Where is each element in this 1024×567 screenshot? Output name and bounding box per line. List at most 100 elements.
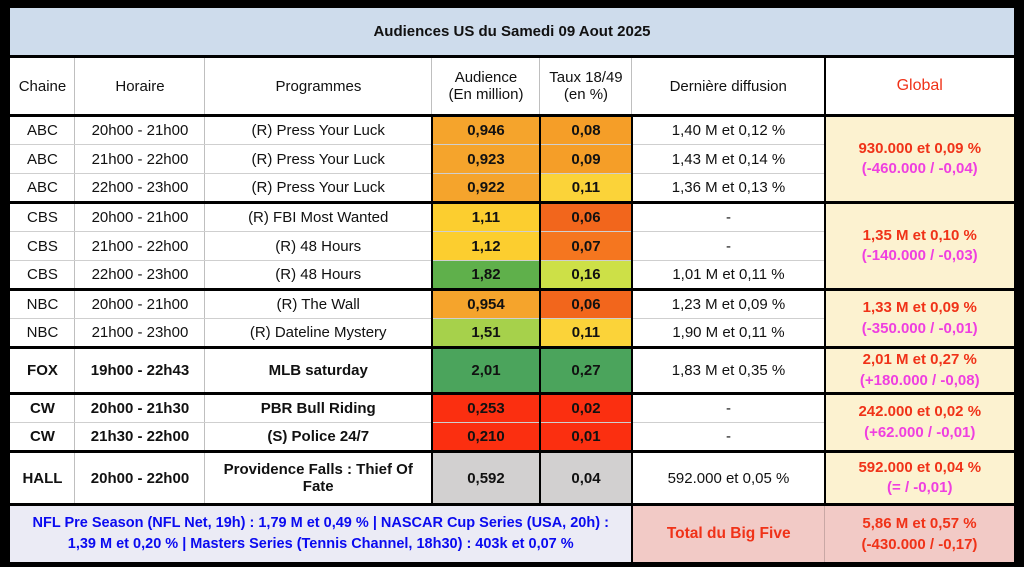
global-delta: (-140.000 / -0,03) xyxy=(861,247,978,264)
rating-cell: 0,08 xyxy=(539,115,633,145)
channel-cell: CBS xyxy=(7,202,76,232)
table-row: CW 21h30 - 22h00 (S) Police 24/7 0,210 0… xyxy=(7,422,1016,453)
rating-cell: 0,09 xyxy=(539,144,633,174)
audience-table: Audiences US du Samedi 09 Aout 2025 Chai… xyxy=(5,3,1019,567)
channel-cell: FOX xyxy=(7,347,76,395)
program-cell: (R) FBI Most Wanted xyxy=(204,202,433,232)
program-cell: (S) Police 24/7 xyxy=(204,422,433,453)
header-row: Chaine Horaire Programmes Audience (En m… xyxy=(7,56,1017,117)
channel-cell: CBS xyxy=(7,260,76,291)
time-cell: 21h00 - 23h00 xyxy=(74,318,206,349)
global-cell-nbc: 1,33 M et 0,09 % (-350.000 / -0,01) xyxy=(823,289,1017,349)
global-value: 242.000 et 0,02 % xyxy=(858,403,982,421)
rating-cell: 0,07 xyxy=(539,231,633,261)
time-cell: 21h00 - 22h00 xyxy=(74,144,206,174)
time-cell: 20h00 - 21h00 xyxy=(74,115,206,145)
global-delta: (+180.000 / -0,08) xyxy=(859,371,980,389)
global-value: 592.000 et 0,04 % xyxy=(858,458,982,476)
last-broadcast-cell: - xyxy=(631,422,826,453)
rating-cell: 0,11 xyxy=(539,173,633,204)
total-big-five-value: 5,86 M et 0,57 % (-430.000 / -0,17) xyxy=(824,503,1017,565)
global-cell-cbs: 1,35 M et 0,10 % (-140.000 / -0,03) xyxy=(823,202,1017,291)
rating-cell: 0,04 xyxy=(539,451,633,506)
global-value: 2,01 M et 0,27 % xyxy=(862,351,977,369)
channel-cell: NBC xyxy=(7,318,76,349)
audience-cell: 1,51 xyxy=(430,318,541,349)
rating-cell: 0,27 xyxy=(539,347,633,395)
table-row: CBS 22h00 - 23h00 (R) 48 Hours 1,82 0,16… xyxy=(7,260,1016,291)
col-header-programs: Programmes xyxy=(204,56,433,117)
time-cell: 20h00 - 22h00 xyxy=(74,451,206,506)
program-cell: (R) Press Your Luck xyxy=(204,173,433,204)
page-title: Audiences US du Samedi 09 Aout 2025 xyxy=(7,5,1017,58)
rating-cell: 0,11 xyxy=(539,318,633,349)
last-broadcast-cell: 1,83 M et 0,35 % xyxy=(631,347,826,395)
col-header-last-broadcast: Dernière diffusion xyxy=(631,56,826,117)
rating-cell: 0,06 xyxy=(539,289,633,319)
col-header-audience-line1: Audience xyxy=(454,69,518,86)
col-header-rating-line1: Taux 18/49 xyxy=(549,69,623,86)
table-row: ABC 21h00 - 22h00 (R) Press Your Luck 0,… xyxy=(7,144,1016,174)
col-header-audience: Audience (En million) xyxy=(431,56,541,117)
channel-cell: CW xyxy=(7,393,76,423)
table-row: CBS 21h00 - 22h00 (R) 48 Hours 1,12 0,07… xyxy=(7,231,1016,261)
global-delta: (+62.000 / -0,01) xyxy=(864,423,976,441)
col-header-rating: Taux 18/49 (en %) xyxy=(539,56,633,117)
table-row: NBC 21h00 - 23h00 (R) Dateline Mystery 1… xyxy=(7,318,1016,349)
program-cell: (R) Dateline Mystery xyxy=(204,318,433,349)
footer-row: NFL Pre Season (NFL Net, 19h) : 1,79 M e… xyxy=(7,503,1017,565)
time-cell: 22h00 - 23h00 xyxy=(74,173,206,204)
global-delta: (= / -0,01) xyxy=(887,479,953,496)
table-row: FOX 19h00 - 22h43 MLB saturday 2,01 0,27… xyxy=(7,347,1017,395)
audience-cell: 0,946 xyxy=(430,115,541,145)
channel-cell: CW xyxy=(7,422,76,453)
program-cell: (R) 48 Hours xyxy=(204,260,433,291)
audience-cell: 0,253 xyxy=(430,393,541,423)
time-cell: 20h00 - 21h00 xyxy=(74,202,206,232)
total-big-five-label: Total du Big Five xyxy=(631,503,826,565)
last-broadcast-cell: 1,40 M et 0,12 % xyxy=(631,115,826,145)
table-row: CBS 20h00 - 21h00 (R) FBI Most Wanted 1,… xyxy=(7,202,1017,291)
program-cell: (R) The Wall xyxy=(204,289,433,319)
audience-cell: 1,11 xyxy=(430,202,541,232)
col-header-global: Global xyxy=(823,56,1017,117)
program-cell: PBR Bull Riding xyxy=(204,393,433,423)
time-cell: 20h00 - 21h00 xyxy=(74,289,206,319)
channel-cell: NBC xyxy=(7,289,76,319)
title-row: Audiences US du Samedi 09 Aout 2025 xyxy=(7,5,1017,58)
last-broadcast-cell: - xyxy=(631,202,826,232)
program-cell: (R) Press Your Luck xyxy=(204,144,433,174)
col-header-channel: Chaine xyxy=(7,56,76,117)
global-value: 930.000 et 0,09 % xyxy=(858,139,982,157)
global-delta: (-460.000 / -0,04) xyxy=(861,160,978,177)
last-broadcast-cell: 1,43 M et 0,14 % xyxy=(631,144,826,174)
audience-cell: 0,922 xyxy=(430,173,541,204)
audience-cell: 0,592 xyxy=(430,451,541,506)
channel-cell: HALL xyxy=(7,451,76,506)
program-cell: (R) 48 Hours xyxy=(204,231,433,261)
program-cell: (R) Press Your Luck xyxy=(204,115,433,145)
global-cell-hall: 592.000 et 0,04 % (= / -0,01) xyxy=(823,451,1017,506)
global-value: 1,33 M et 0,09 % xyxy=(862,299,977,317)
rating-cell: 0,16 xyxy=(539,260,633,291)
total-delta: (-430.000 / -0,17) xyxy=(861,536,978,553)
other-networks-note: NFL Pre Season (NFL Net, 19h) : 1,79 M e… xyxy=(7,503,633,565)
channel-cell: ABC xyxy=(7,115,76,145)
table-row: ABC 20h00 - 21h00 (R) Press Your Luck 0,… xyxy=(7,115,1017,204)
table-row: HALL 20h00 - 22h00 Providence Falls : Th… xyxy=(7,451,1017,506)
global-cell-fox: 2,01 M et 0,27 % (+180.000 / -0,08) xyxy=(823,347,1017,395)
time-cell: 20h00 - 21h30 xyxy=(74,393,206,423)
time-cell: 22h00 - 23h00 xyxy=(74,260,206,291)
global-value: 1,35 M et 0,10 % xyxy=(862,226,977,244)
table-row: ABC 22h00 - 23h00 (R) Press Your Luck 0,… xyxy=(7,173,1016,204)
global-cell-abc: 930.000 et 0,09 % (-460.000 / -0,04) xyxy=(823,115,1017,204)
time-cell: 21h30 - 22h00 xyxy=(74,422,206,453)
rating-cell: 0,06 xyxy=(539,202,633,232)
last-broadcast-cell: 1,36 M et 0,13 % xyxy=(631,173,826,204)
col-header-time: Horaire xyxy=(74,56,206,117)
audience-cell: 1,12 xyxy=(430,231,541,261)
channel-cell: CBS xyxy=(7,231,76,261)
global-delta: (-350.000 / -0,01) xyxy=(861,319,978,337)
audience-cell: 0,954 xyxy=(430,289,541,319)
last-broadcast-cell: - xyxy=(631,231,826,261)
